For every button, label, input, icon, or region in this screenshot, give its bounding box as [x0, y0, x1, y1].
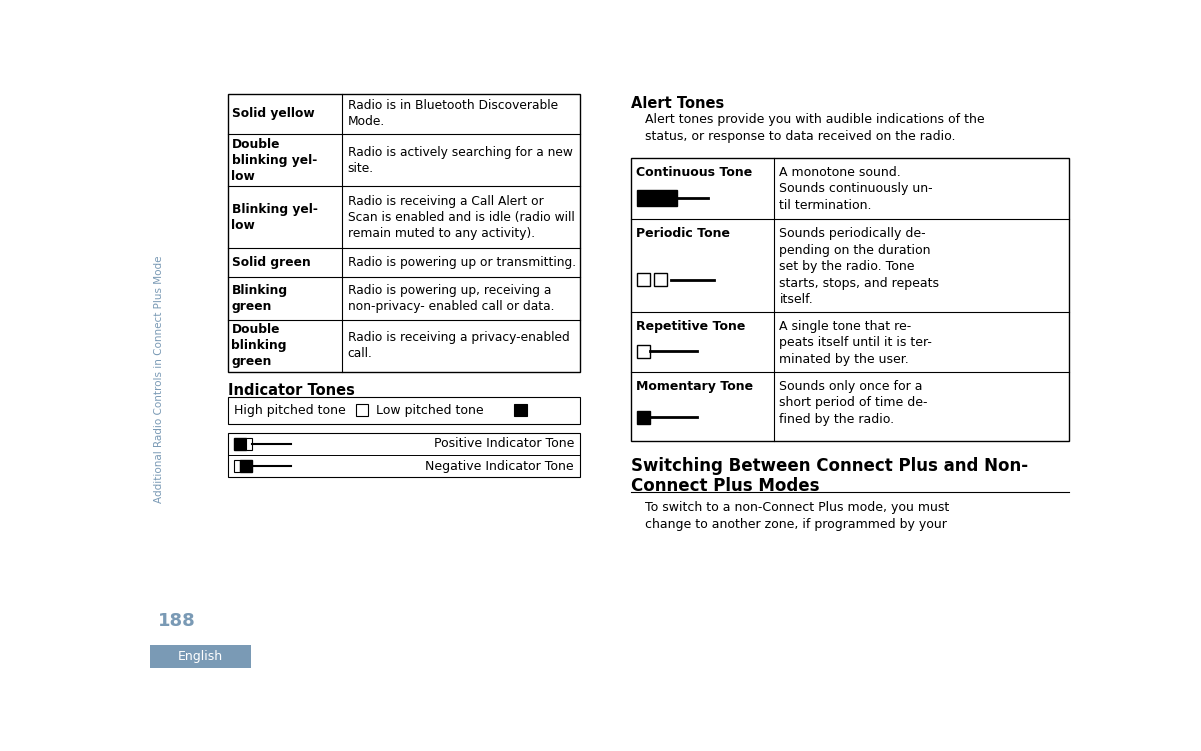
Text: English: English	[178, 650, 223, 663]
Text: High pitched tone: High pitched tone	[234, 403, 346, 417]
Text: Repetitive Tone: Repetitive Tone	[637, 320, 746, 333]
Text: Alert Tones: Alert Tones	[631, 96, 724, 111]
Bar	[637, 411, 650, 424]
Bar	[637, 273, 650, 286]
Text: Double
blinking yel-
low: Double blinking yel- low	[232, 137, 317, 182]
Bar	[355, 404, 368, 416]
Text: Radio is in Bluetooth Discoverable
Mode.: Radio is in Bluetooth Discoverable Mode.	[348, 99, 558, 128]
Text: To switch to a non-Connect Plus mode, you must
change to another zone, if progra: To switch to a non-Connect Plus mode, yo…	[645, 502, 949, 531]
Bar	[150, 645, 251, 668]
Bar	[637, 190, 677, 206]
Bar	[228, 433, 580, 478]
Text: Continuous Tone: Continuous Tone	[637, 165, 752, 179]
Text: Blinking
green: Blinking green	[232, 284, 287, 313]
Bar	[246, 438, 252, 450]
Text: Solid green: Solid green	[232, 256, 310, 269]
Text: Momentary Tone: Momentary Tone	[637, 380, 753, 393]
Bar	[234, 460, 240, 472]
Text: Positive Indicator Tone: Positive Indicator Tone	[434, 437, 574, 451]
Text: Solid yellow: Solid yellow	[232, 107, 315, 120]
Text: Radio is powering up, receiving a
non-privacy- enabled call or data.: Radio is powering up, receiving a non-pr…	[348, 284, 554, 313]
Bar	[234, 438, 246, 450]
Text: Blinking yel-
low: Blinking yel- low	[232, 203, 317, 231]
Text: A monotone sound.
Sounds continuously un-
til termination.: A monotone sound. Sounds continuously un…	[779, 165, 933, 212]
Text: Alert tones provide you with audible indications of the
status, or response to d: Alert tones provide you with audible ind…	[645, 113, 984, 143]
Text: Additional Radio Controls in Connect Plus Mode: Additional Radio Controls in Connect Plu…	[154, 255, 163, 502]
Text: Low pitched tone: Low pitched tone	[376, 403, 483, 417]
Text: Negative Indicator Tone: Negative Indicator Tone	[425, 460, 574, 473]
Text: Sounds only once for a
short period of time de-
fined by the radio.: Sounds only once for a short period of t…	[779, 380, 928, 426]
Bar	[653, 273, 667, 286]
Text: Radio is receiving a privacy-enabled
call.: Radio is receiving a privacy-enabled cal…	[348, 331, 569, 360]
Text: Radio is actively searching for a new
site.: Radio is actively searching for a new si…	[348, 146, 573, 175]
Text: Radio is powering up or transmitting.: Radio is powering up or transmitting.	[348, 256, 575, 269]
Text: A single tone that re-
peats itself until it is ter-
minated by the user.: A single tone that re- peats itself unti…	[779, 320, 932, 366]
Bar	[631, 158, 1069, 442]
Text: Radio is receiving a Call Alert or
Scan is enabled and is idle (radio will
remai: Radio is receiving a Call Alert or Scan …	[348, 195, 574, 240]
Text: 188: 188	[157, 612, 196, 630]
Text: Switching Between Connect Plus and Non-
Connect Plus Modes: Switching Between Connect Plus and Non- …	[631, 457, 1028, 496]
Bar	[228, 94, 580, 372]
Bar	[228, 397, 580, 424]
Bar	[240, 460, 252, 472]
Bar	[637, 345, 650, 357]
Bar	[514, 404, 527, 416]
Text: Double
blinking
green: Double blinking green	[232, 323, 287, 368]
Text: Periodic Tone: Periodic Tone	[637, 228, 730, 240]
Text: Indicator Tones: Indicator Tones	[228, 383, 354, 398]
Text: Sounds periodically de-
pending on the duration
set by the radio. Tone
starts, s: Sounds periodically de- pending on the d…	[779, 228, 939, 306]
